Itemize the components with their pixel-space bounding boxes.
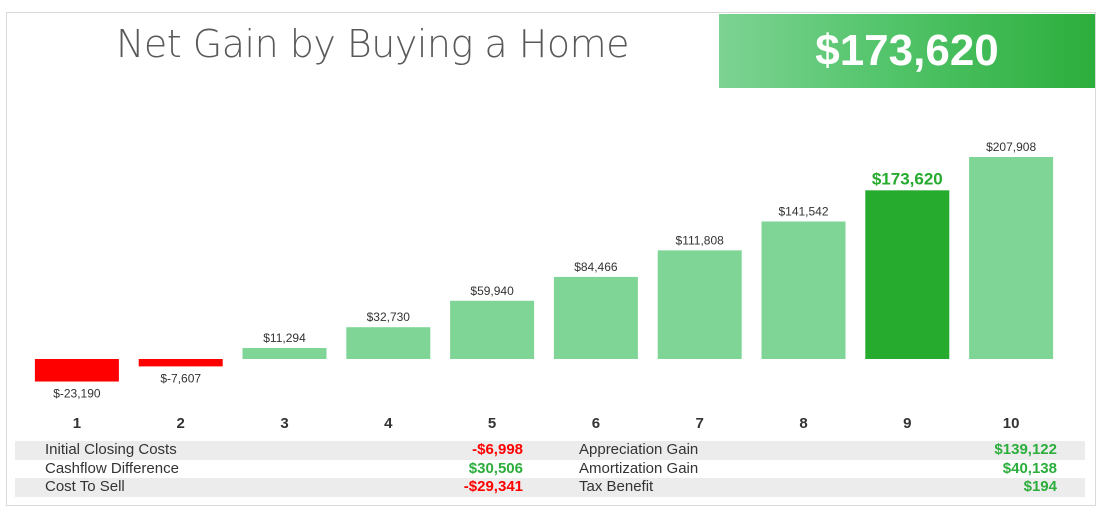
summary-row: Initial Closing Costs -$6,998 Appreciati… [15, 441, 1085, 460]
net-gain-value: $173,620 [815, 26, 999, 75]
x-tick-label: 5 [488, 415, 496, 432]
bar [34, 359, 119, 382]
bar [346, 327, 431, 359]
bar [657, 250, 742, 359]
x-tick-label: 7 [696, 415, 704, 432]
bar [242, 348, 327, 359]
summary-right-label: Amortization Gain [579, 459, 699, 477]
bar-data-label: $59,940 [470, 284, 514, 298]
bar [865, 190, 950, 359]
summary-left-value: $30,506 [468, 459, 523, 477]
summary-left-label: Cashflow Difference [45, 459, 179, 477]
x-tick-label: 9 [903, 415, 911, 432]
bar [553, 276, 638, 359]
summary-table: Initial Closing Costs -$6,998 Appreciati… [15, 441, 1085, 497]
summary-left-label: Initial Closing Costs [45, 441, 177, 458]
summary-left-value: -$29,341 [463, 478, 523, 495]
x-tick-label: 1 [73, 415, 81, 432]
summary-row: Cost To Sell -$29,341 Tax Benefit $194 [15, 478, 1085, 497]
bar-data-label: $111,808 [676, 233, 725, 247]
summary-right-label: Appreciation Gain [579, 441, 699, 458]
bar [761, 221, 846, 359]
bar [450, 300, 535, 359]
summary-right-value: $139,122 [994, 441, 1057, 458]
bar [969, 157, 1054, 359]
bar [138, 359, 223, 367]
bar-data-label: $141,542 [778, 204, 828, 218]
net-gain-banner: $173,620 [719, 14, 1095, 88]
bar-data-label: $32,730 [367, 310, 411, 324]
x-tick-label: 10 [1003, 415, 1020, 432]
summary-right-value: $194 [1023, 478, 1057, 495]
summary-row: Cashflow Difference $30,506 Amortization… [15, 460, 1085, 479]
x-tick-label: 8 [799, 415, 807, 432]
bar-data-label: $-23,190 [53, 387, 101, 401]
x-tick-label: 3 [280, 415, 288, 432]
bar-chart: $-23,190 1 $-7,607 2 $11,294 3 $32,730 4 $59,940… [34, 140, 1054, 432]
summary-left-value: -$6,998 [472, 441, 523, 458]
x-tick-label: 2 [177, 415, 185, 432]
bar-data-label: $-7,607 [160, 371, 201, 385]
bar-data-label: $173,620 [872, 169, 943, 188]
summary-left-label: Cost To Sell [45, 478, 125, 495]
summary-right-value: $40,138 [1002, 459, 1057, 477]
x-tick-label: 4 [384, 415, 393, 432]
summary-right-label: Tax Benefit [579, 478, 654, 495]
bar-data-label: $207,908 [986, 140, 1036, 154]
x-tick-label: 6 [592, 415, 600, 432]
chart-title: Net Gain by Buying a Home [116, 22, 630, 66]
bar-data-label: $84,466 [574, 260, 618, 274]
bar-data-label: $11,294 [263, 331, 306, 345]
